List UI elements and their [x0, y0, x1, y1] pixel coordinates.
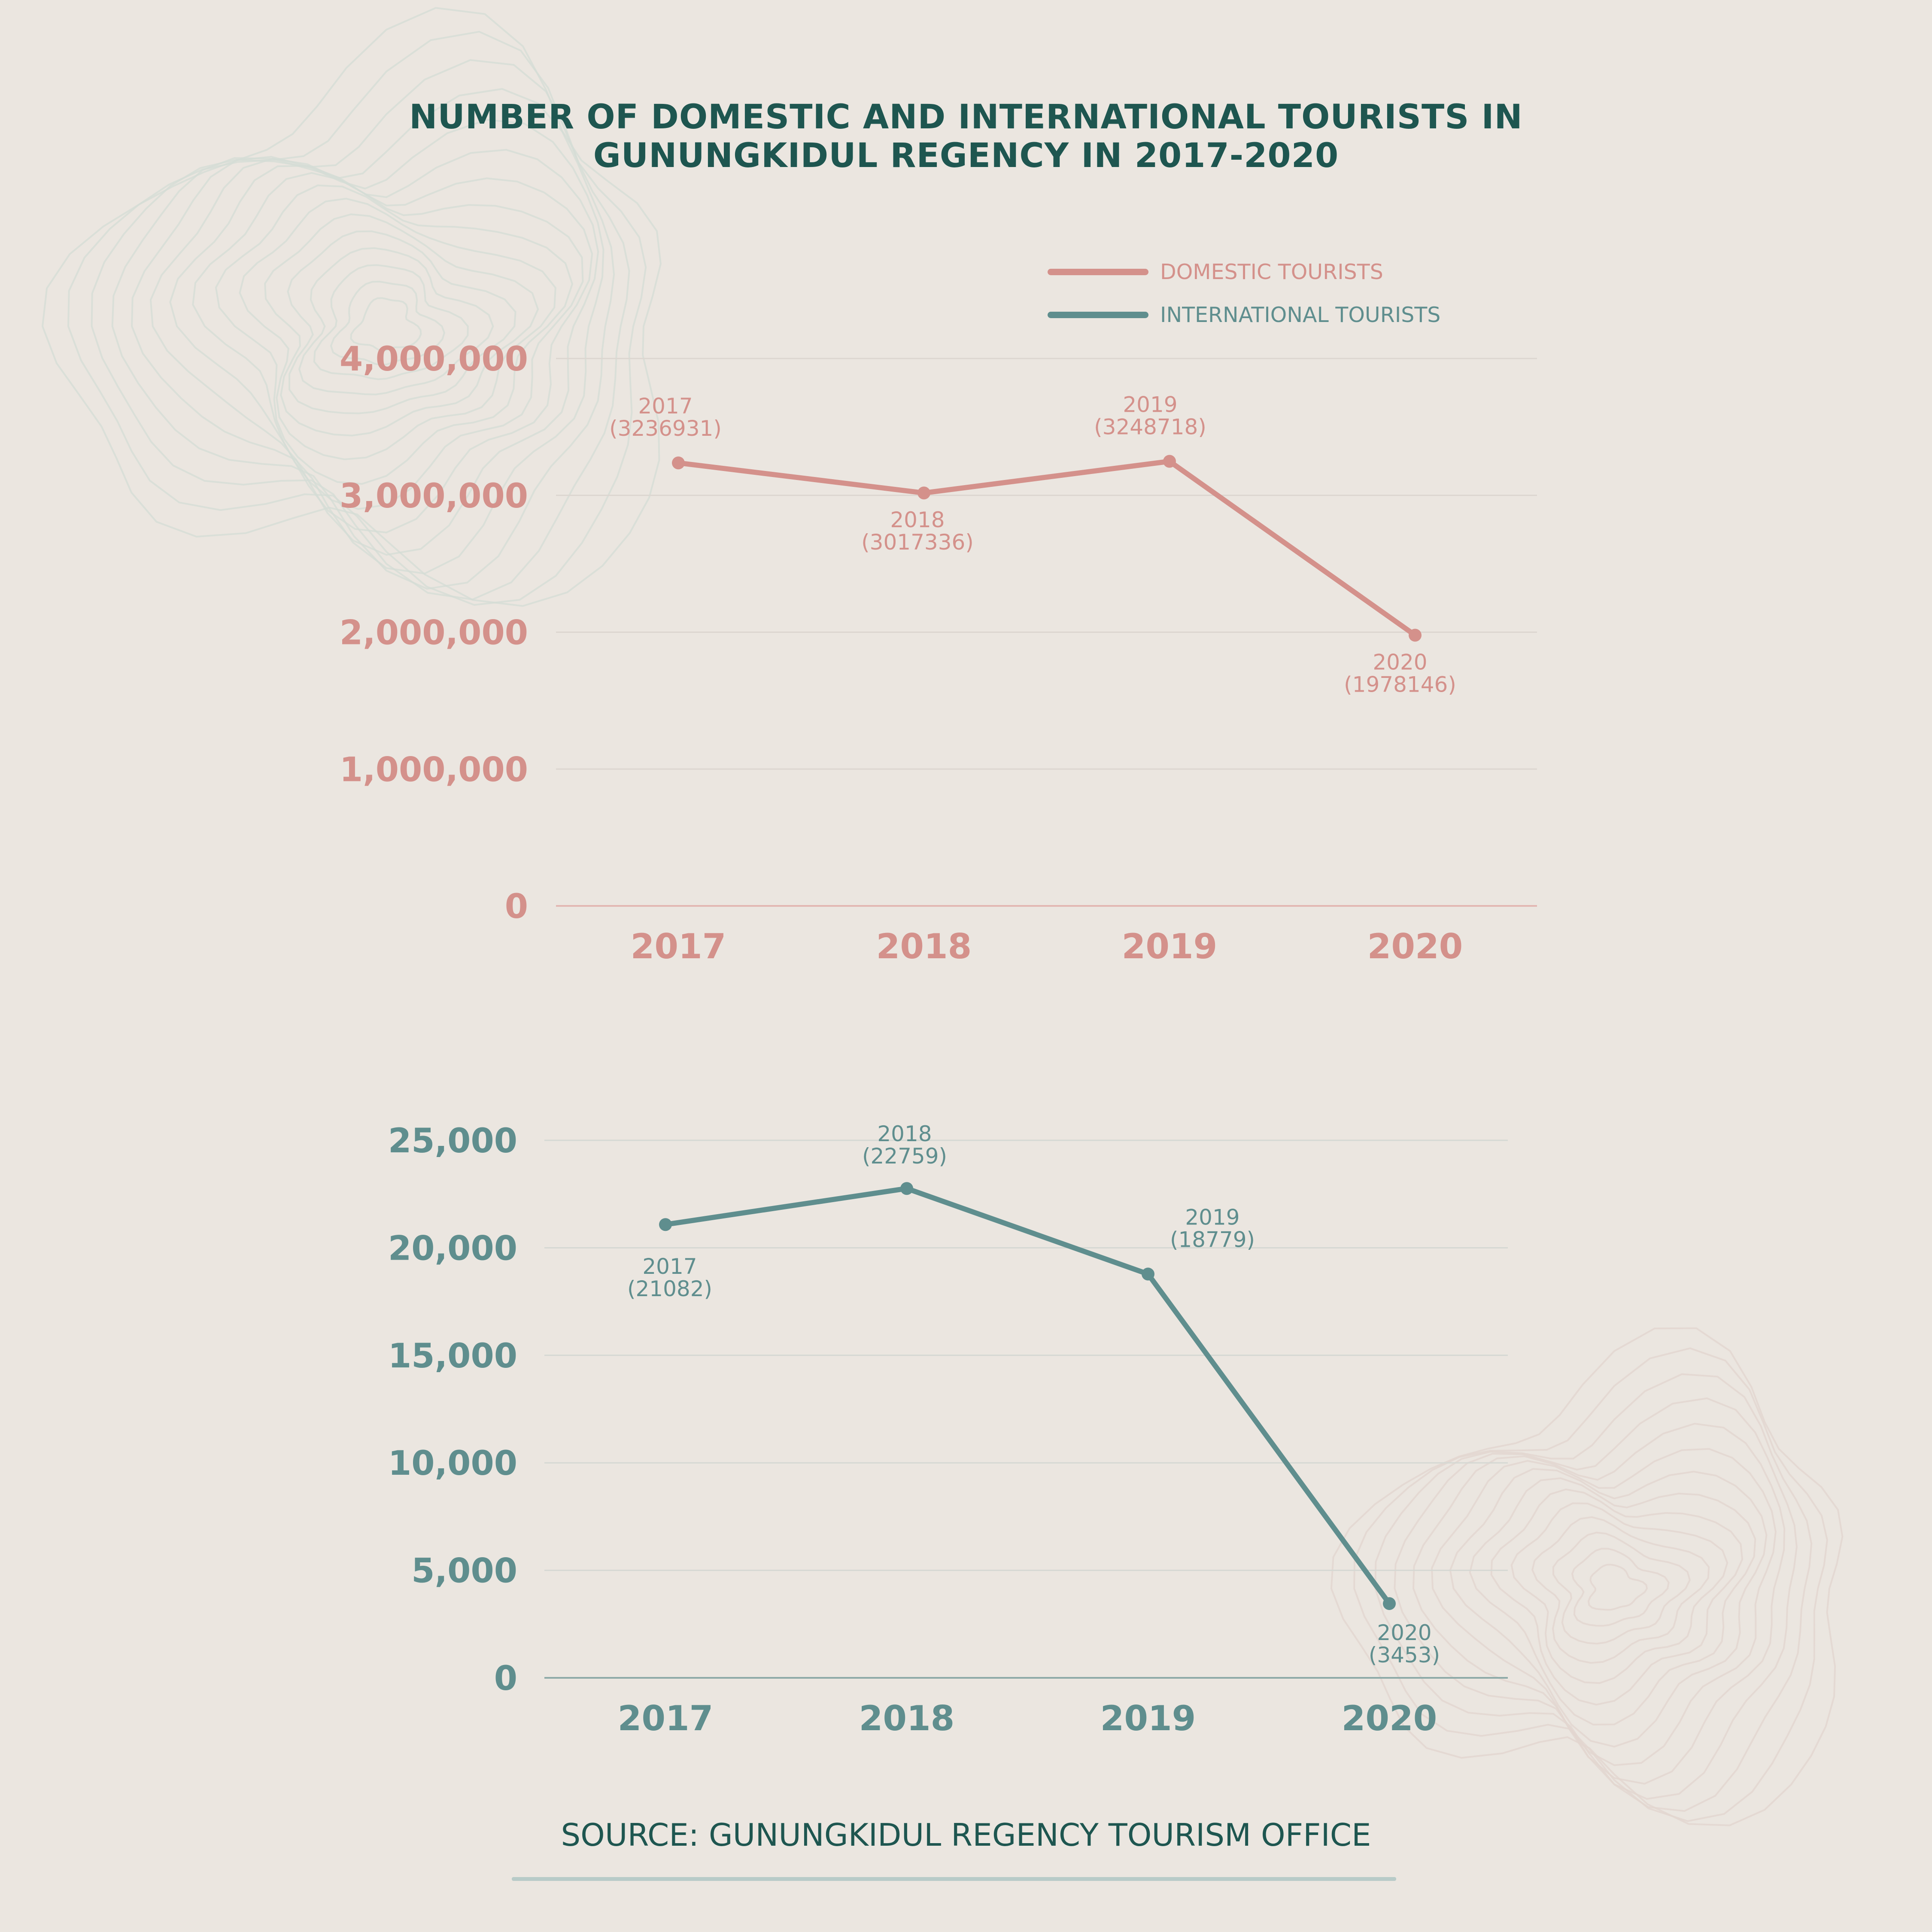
topo-contour-line [1552, 1531, 1691, 1645]
data-point [659, 1218, 672, 1231]
data-label-value: (21082) [627, 1276, 712, 1301]
topographic-contour-decoration [41, 7, 1844, 1826]
topo-contour-line [1353, 1347, 1828, 1822]
topo-contour-line [287, 230, 516, 414]
y-tick-label: 15,000 [388, 1337, 517, 1376]
topo-contour-line [169, 165, 593, 534]
legend-swatch-international [1048, 312, 1148, 318]
topo-contour-line [1490, 1488, 1744, 1706]
topo-contour-line [1510, 1502, 1728, 1684]
x-tick-label: 2019 [1122, 927, 1218, 966]
y-tick-label: 10,000 [388, 1444, 517, 1483]
topo-contour-line [350, 297, 422, 352]
data-point [900, 1182, 913, 1195]
topo-contour-line [264, 213, 539, 437]
topo-contour-line [1571, 1548, 1670, 1627]
data-label-value: (1978146) [1344, 672, 1456, 697]
topo-contour-line [1449, 1468, 1768, 1748]
topo-contour-line [1587, 1564, 1648, 1611]
data-label-value: (22759) [862, 1144, 947, 1169]
x-tick-label: 2018 [859, 1698, 955, 1738]
data-label-value: (3017336) [861, 530, 974, 555]
topo-contour-line [1469, 1477, 1756, 1725]
legend-label-domestic: DOMESTIC TOURISTS [1160, 260, 1383, 284]
topo-contour-line [1412, 1422, 1786, 1785]
domestic-tourists-chart: 0 1,000,000 2,000,000 3,000,000 4,000,000 201… [340, 340, 1537, 966]
data-label-year: 2018 [890, 507, 945, 532]
y-tick-label: 0 [494, 1659, 517, 1698]
y-tick-label: 1,000,000 [340, 750, 528, 789]
data-label-year: 2019 [1185, 1205, 1239, 1230]
source-note: SOURCE: GUNUNGKIDUL REGENCY TOURISM OFFI… [561, 1817, 1371, 1853]
data-point [1163, 455, 1176, 468]
x-tick-label: 2017 [631, 927, 726, 966]
data-point [1409, 629, 1422, 642]
topo-contour-line [131, 118, 605, 574]
topo-contour-line [239, 197, 556, 460]
chart-title-line-2: GUNUNGKIDUL REGENCY IN 2017-2020 [593, 137, 1339, 175]
topo-contour-line [1431, 1448, 1777, 1766]
data-label-year: 2017 [638, 394, 693, 419]
topo-contour-line [313, 264, 469, 380]
data-point [672, 456, 685, 470]
topo-contour-line [1330, 1327, 1844, 1826]
data-label-value: (3236931) [609, 416, 722, 441]
data-label-value: (18779) [1170, 1227, 1255, 1252]
topo-contour-line [41, 7, 662, 607]
data-label-value: (3248718) [1094, 414, 1206, 439]
series-line [663, 1186, 1392, 1607]
topo-contour-line [67, 30, 647, 606]
y-tick-label: 25,000 [388, 1122, 517, 1160]
x-tick-label: 2020 [1367, 927, 1463, 966]
data-point [1383, 1597, 1396, 1610]
topo-contour-line [111, 88, 615, 590]
y-tick-label: 3,000,000 [340, 477, 528, 516]
y-tick-label: 5,000 [411, 1552, 517, 1591]
source-underline-divider [512, 1877, 1396, 1881]
data-label-year: 2017 [642, 1254, 697, 1279]
data-label-value: (3453) [1369, 1643, 1440, 1668]
data-label-year: 2019 [1123, 392, 1177, 417]
y-tick-label: 2,000,000 [340, 614, 528, 653]
topo-contour-line [1394, 1397, 1798, 1800]
data-label-year: 2020 [1377, 1620, 1431, 1645]
topo-contour-line [192, 172, 584, 510]
y-tick-label: 0 [505, 887, 528, 926]
data-label-year: 2018 [877, 1121, 932, 1146]
topo-contour-line [215, 184, 574, 485]
x-tick-label: 2019 [1100, 1698, 1196, 1738]
x-tick-label: 2018 [876, 927, 972, 966]
legend-label-international: INTERNATIONAL TOURISTS [1160, 303, 1441, 327]
topo-contour-line [149, 149, 599, 556]
data-point [1142, 1267, 1154, 1281]
topo-contour-line [298, 247, 494, 395]
topo-contour-line [1531, 1516, 1710, 1664]
chart-title-line-1: NUMBER OF DOMESTIC AND INTERNATIONAL TOU… [409, 98, 1523, 137]
series-line [676, 459, 1418, 638]
data-label-year: 2020 [1373, 650, 1427, 674]
x-tick-label: 2020 [1342, 1698, 1437, 1738]
x-tick-label: 2017 [618, 1698, 714, 1738]
legend-swatch-domestic [1048, 269, 1148, 275]
international-tourists-chart: 0 5,000 10,000 15,000 20,000 25,000 2017 2018 20… [388, 1121, 1508, 1738]
y-tick-label: 20,000 [388, 1229, 517, 1268]
topo-contour-line [330, 280, 446, 366]
data-point [917, 486, 930, 500]
y-tick-label: 4,000,000 [340, 340, 528, 379]
